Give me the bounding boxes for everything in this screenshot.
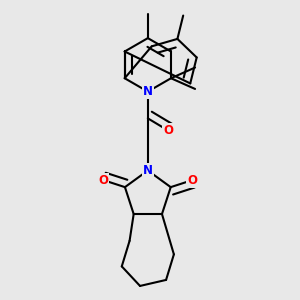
Text: N: N: [143, 164, 153, 177]
Text: O: O: [187, 174, 197, 187]
Text: O: O: [163, 124, 173, 137]
Text: N: N: [143, 85, 153, 98]
Text: O: O: [98, 174, 108, 187]
